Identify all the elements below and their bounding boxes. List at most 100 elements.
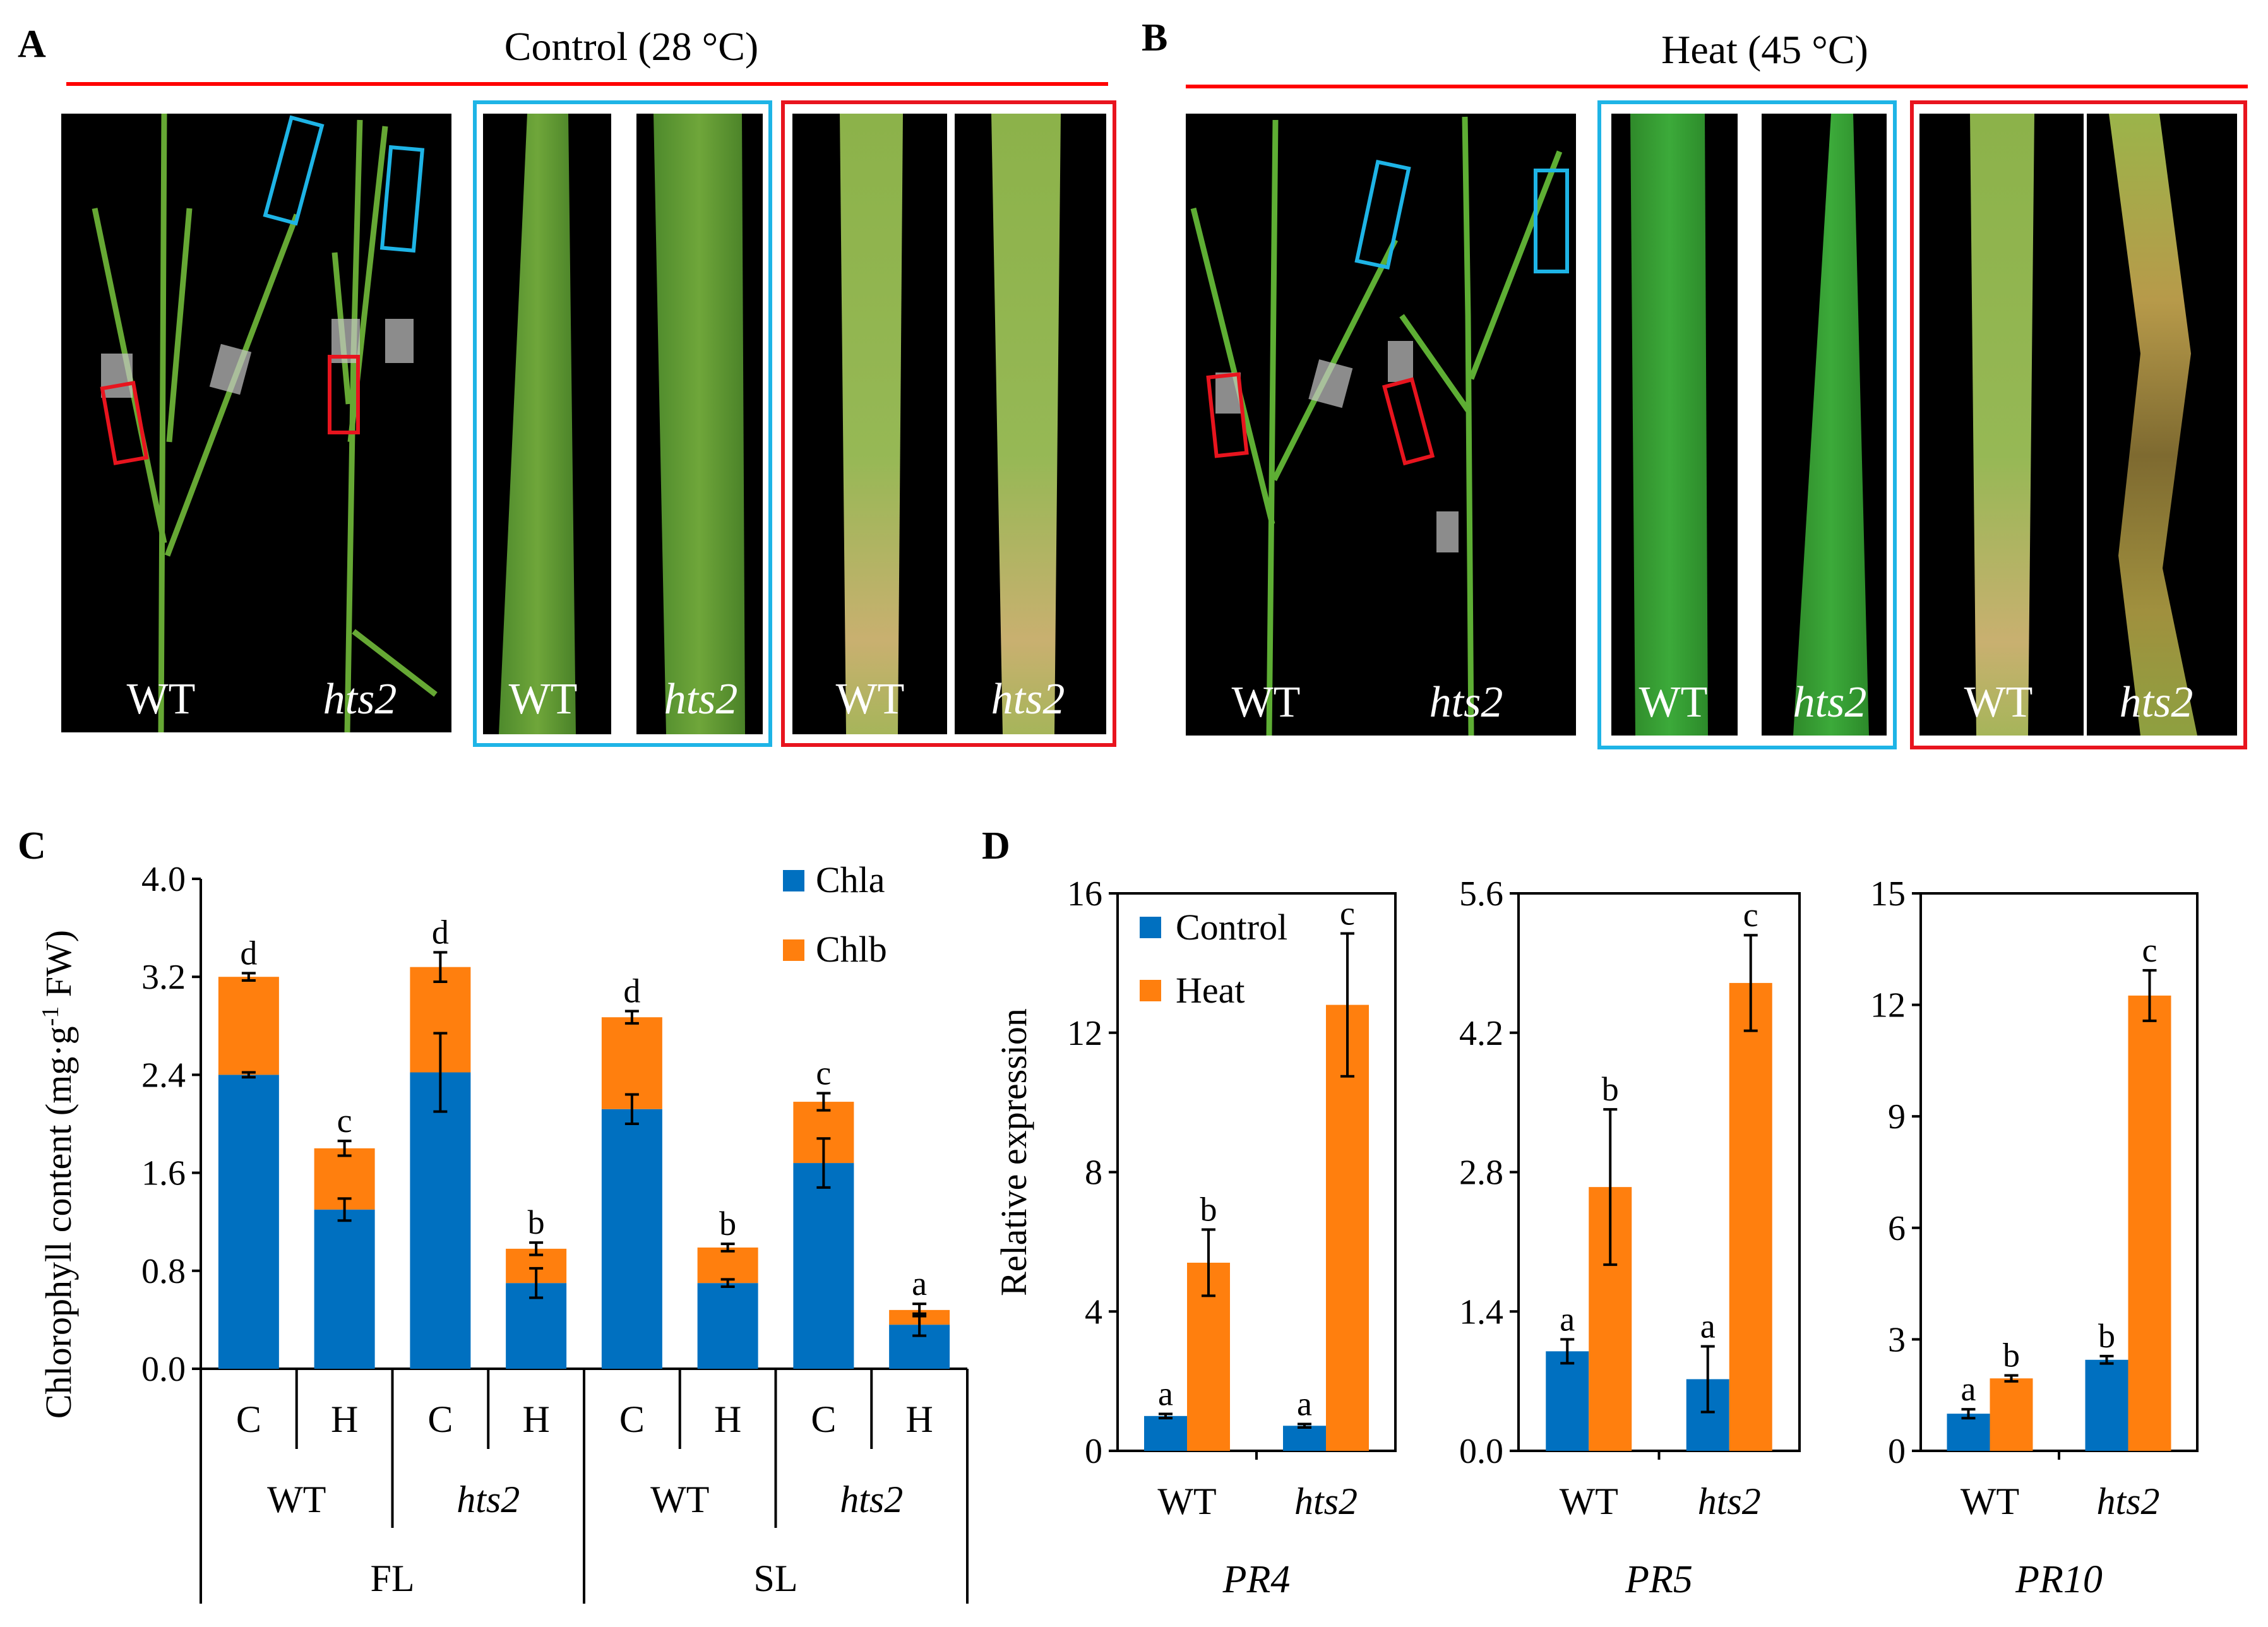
label-a-red-wt: WT: [836, 675, 905, 724]
label-a-red-hts2: hts2: [991, 675, 1065, 724]
d-gene-label: PR5: [1625, 1558, 1693, 1601]
label-b-blue-hts2: hts2: [1793, 678, 1867, 727]
d-bar-control: [2085, 1359, 2128, 1451]
c-genotype-label: hts2: [457, 1479, 520, 1520]
c-sig-letter: b: [719, 1205, 736, 1243]
d-sig-letter-control: a: [1700, 1307, 1716, 1345]
c-y-tick-label: 4.0: [141, 860, 186, 899]
panel-b-title: Heat (45 °C): [1661, 27, 1868, 72]
d-sig-letter-heat: b: [2003, 1337, 2020, 1374]
c-legend-label-chlb: Chlb: [816, 929, 887, 970]
d-sig-letter-control: a: [1961, 1370, 1976, 1408]
panel-a-plants-photo: [61, 113, 451, 733]
d-category-label: hts2: [2096, 1481, 2159, 1522]
d-sig-letter-heat: b: [1602, 1070, 1619, 1108]
c-tissue-label: FL: [370, 1558, 414, 1599]
d-y-tick-label: 0: [1888, 1432, 1906, 1471]
c-bar-chla: [314, 1209, 375, 1369]
d-y-tick-label: 12: [1067, 1014, 1102, 1053]
c-sig-letter: d: [623, 972, 640, 1010]
label-a-blue-hts2: hts2: [664, 675, 738, 724]
c-category-label: C: [811, 1398, 836, 1440]
d-y-tick-label: 1.4: [1459, 1292, 1503, 1332]
c-bar-chla: [697, 1283, 758, 1369]
c-genotype-label: WT: [650, 1479, 709, 1520]
c-genotype-label: WT: [267, 1479, 326, 1520]
panel-a-red-box: [781, 100, 1116, 747]
d-y-tick-label: 15: [1870, 874, 1906, 914]
label-a-wt: WT: [127, 675, 196, 724]
d-y-tick-label: 3: [1888, 1320, 1906, 1359]
d-y-axis-title: Relative expression: [993, 1008, 1034, 1296]
label-b-red-wt: WT: [1964, 678, 2033, 727]
label-b-red-hts2: hts2: [2120, 678, 2193, 727]
d-bar-control: [1144, 1415, 1187, 1451]
c-sig-letter: b: [528, 1203, 545, 1241]
c-legend-label-chla: Chla: [816, 859, 885, 900]
d-category-label: WT: [1961, 1481, 2019, 1522]
d-bar-heat: [1990, 1378, 2033, 1451]
d-y-tick-label: 9: [1888, 1097, 1906, 1136]
d-category-label: WT: [1157, 1481, 1216, 1522]
label-b-wt: WT: [1232, 678, 1301, 727]
c-sig-letter: c: [816, 1054, 831, 1092]
panel-a-label: A: [18, 23, 46, 66]
c-tissue-label: SL: [753, 1558, 797, 1599]
d-bar-heat: [1326, 1004, 1369, 1451]
d-sig-letter-heat: b: [1200, 1191, 1217, 1229]
c-y-tick-label: 0.0: [141, 1350, 186, 1389]
c-legend-swatch-chlb: [783, 939, 804, 961]
c-bar-chlb: [218, 977, 279, 1075]
d-y-tick-label: 4.2: [1459, 1014, 1503, 1053]
c-genotype-label: hts2: [840, 1479, 903, 1520]
d-legend-swatch-control: [1140, 917, 1161, 938]
d-y-tick-label: 2.8: [1459, 1153, 1503, 1193]
c-category-label: C: [619, 1398, 645, 1440]
c-category-label: C: [236, 1398, 261, 1440]
panel-b-plants-photo: [1186, 114, 1576, 736]
d-bar-heat: [2128, 995, 2171, 1451]
c-category-label: H: [905, 1398, 933, 1440]
c-bar-chla: [218, 1075, 279, 1369]
panel-b-blue-box: [1597, 100, 1897, 749]
c-sig-letter: a: [912, 1265, 927, 1302]
label-b-blue-wt: WT: [1639, 678, 1708, 727]
d-sig-letter-control: b: [2098, 1317, 2115, 1355]
d-sig-letter-heat: c: [2142, 931, 2158, 969]
chart-d-expression: 0481216abWTachts2PR40.01.42.84.25.6abWTa…: [1067, 874, 2199, 1601]
c-y-tick-label: 3.2: [141, 958, 186, 997]
c-y-axis-title-sup: -1: [37, 1006, 64, 1027]
d-sig-letter-control: a: [1158, 1375, 1173, 1413]
c-bar-chla: [601, 1109, 662, 1369]
d-y-tick-label: 8: [1085, 1153, 1102, 1193]
d-legend-label-control: Control: [1176, 907, 1287, 948]
panel-d-label: D: [982, 825, 1010, 867]
c-legend-swatch-chla: [783, 870, 804, 891]
d-y-tick-label: 4: [1085, 1292, 1102, 1332]
d-y-tick-label: 16: [1067, 874, 1102, 914]
c-y-tick-label: 1.6: [141, 1154, 186, 1193]
c-sig-letter: d: [240, 934, 257, 972]
d-category-label: hts2: [1294, 1481, 1358, 1522]
label-a-blue-wt: WT: [509, 675, 578, 724]
panel-b-red-crops: [1919, 114, 2237, 736]
d-gene-label: PR10: [2015, 1558, 2103, 1601]
d-sig-letter-heat: c: [1340, 894, 1355, 932]
panel-b-red-box: [1910, 100, 2247, 749]
panel-b-label: B: [1142, 16, 1167, 59]
d-bar-control: [1947, 1414, 1990, 1451]
d-y-tick-label: 0: [1085, 1432, 1102, 1471]
d-bar-heat: [1729, 982, 1772, 1451]
panel-a-title: Control (28 °C): [504, 24, 758, 69]
d-sig-letter-control: a: [1560, 1300, 1575, 1338]
d-sig-letter-control: a: [1297, 1385, 1312, 1423]
c-y-axis-title-main: Chlorophyll content (mg·g: [38, 1026, 79, 1419]
panel-c-label: C: [18, 825, 46, 867]
label-b-hts2: hts2: [1429, 678, 1503, 727]
d-y-tick-label: 5.6: [1459, 874, 1503, 914]
c-y-axis-title-end: FW): [38, 930, 79, 1006]
d-category-label: hts2: [1698, 1481, 1761, 1522]
label-a-hts2: hts2: [323, 675, 397, 724]
